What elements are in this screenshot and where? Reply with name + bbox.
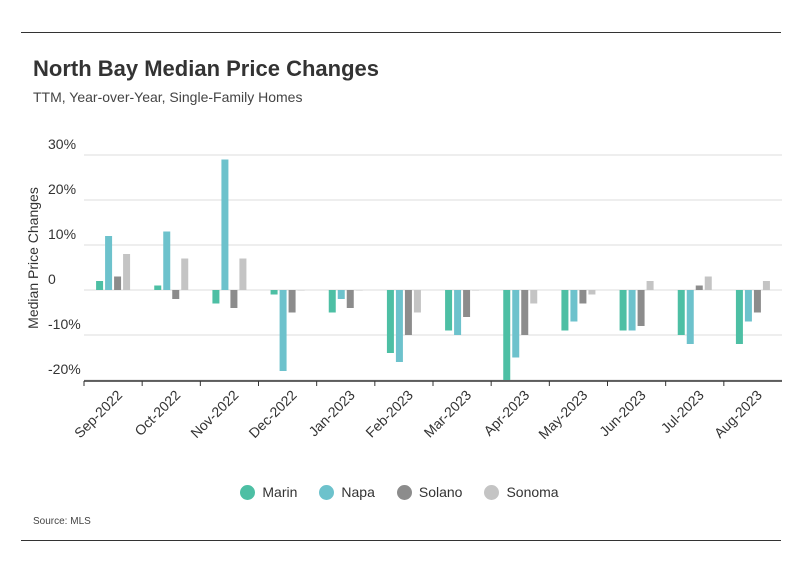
bar-sonoma-mar-2023 <box>472 290 480 291</box>
bar-solano-may-2023 <box>579 290 587 304</box>
bar-marin-may-2023 <box>561 290 569 331</box>
bar-solano-oct-2022 <box>172 290 180 299</box>
bar-marin-jun-2023 <box>619 290 627 331</box>
bar-sonoma-aug-2023 <box>762 281 770 290</box>
x-tick-label: Jun-2023 <box>596 387 649 440</box>
bar-sonoma-jun-2023 <box>646 281 654 290</box>
legend-label: Solano <box>418 484 463 500</box>
bar-solano-nov-2022 <box>230 290 238 308</box>
bar-napa-oct-2022 <box>163 231 171 290</box>
bar-napa-dec-2022 <box>279 290 287 371</box>
bar-sonoma-feb-2023 <box>413 290 421 313</box>
legend-item-napa: Napa <box>319 484 375 500</box>
bar-solano-jun-2023 <box>637 290 645 326</box>
bar-solano-sep-2022 <box>114 276 122 290</box>
x-tick-label: Feb-2023 <box>362 387 416 441</box>
bar-sonoma-apr-2023 <box>530 290 538 304</box>
x-tick-label: Mar-2023 <box>421 387 475 441</box>
bar-napa-jul-2023 <box>686 290 694 344</box>
bar-solano-jul-2023 <box>695 285 703 290</box>
legend-label: Marin <box>262 484 298 500</box>
chart-title: North Bay Median Price Changes <box>33 56 379 81</box>
bar-sonoma-nov-2022 <box>239 258 247 290</box>
bar-solano-aug-2023 <box>753 290 761 313</box>
legend-swatch <box>484 484 500 500</box>
y-tick-label: -10% <box>48 316 81 332</box>
bar-napa-sep-2022 <box>105 236 113 290</box>
bar-sonoma-dec-2022 <box>297 290 305 291</box>
legend-swatch <box>240 484 256 500</box>
legend: Marin Napa Solano Sonoma <box>0 484 799 500</box>
bar-napa-jan-2023 <box>337 290 345 299</box>
bar-marin-jul-2023 <box>677 290 685 335</box>
bottom-rule <box>21 540 781 541</box>
bar-marin-feb-2023 <box>386 290 394 353</box>
bar-napa-mar-2023 <box>454 290 462 335</box>
y-axis-label: Median Price Changes <box>25 187 41 329</box>
x-tick-label: Jul-2023 <box>658 387 707 436</box>
x-tick-label: Apr-2023 <box>480 387 532 439</box>
y-tick-label: 20% <box>48 181 76 197</box>
bar-napa-aug-2023 <box>744 290 752 322</box>
y-tick-label: 10% <box>48 226 76 242</box>
bar-marin-dec-2022 <box>270 290 278 295</box>
x-tick-label: Sep-2022 <box>71 387 125 441</box>
bar-marin-aug-2023 <box>735 290 743 344</box>
legend-label: Napa <box>341 484 375 500</box>
bar-marin-apr-2023 <box>503 290 511 380</box>
x-tick-label: May-2023 <box>535 387 590 442</box>
bar-sonoma-oct-2022 <box>181 258 189 290</box>
source-note: Source: MLS <box>33 516 91 527</box>
chart-subtitle: TTM, Year-over-Year, Single-Family Homes <box>33 89 303 105</box>
legend-item-solano: Solano <box>396 484 463 500</box>
bar-marin-mar-2023 <box>445 290 453 331</box>
bar-napa-jun-2023 <box>628 290 636 331</box>
bar-napa-may-2023 <box>570 290 578 322</box>
bar-solano-mar-2023 <box>463 290 471 317</box>
x-tick-label: Jan-2023 <box>305 387 358 440</box>
bar-napa-feb-2023 <box>395 290 403 362</box>
bar-sonoma-jan-2023 <box>355 290 363 291</box>
x-tick-label: Nov-2022 <box>187 387 241 441</box>
x-tick-labels: Sep-2022 Oct-2022 Nov-2022 Dec-2022 Jan-2023… <box>71 387 765 442</box>
bar-sonoma-jul-2023 <box>704 276 712 290</box>
bar-marin-oct-2022 <box>154 285 162 290</box>
bar-marin-nov-2022 <box>212 290 220 304</box>
legend-swatch <box>396 484 412 500</box>
x-axis <box>83 380 782 386</box>
y-tick-labels: -20% -10% 0 10% 20% 30% <box>48 136 81 377</box>
bar-marin-jan-2023 <box>328 290 336 313</box>
y-tick-label: 30% <box>48 136 76 152</box>
bar-solano-dec-2022 <box>288 290 296 313</box>
gridlines <box>84 154 782 381</box>
x-tick-label: Oct-2022 <box>131 387 183 439</box>
bar-solano-jan-2023 <box>346 290 354 308</box>
top-rule <box>21 32 781 33</box>
x-tick-label: Dec-2022 <box>245 387 299 441</box>
bars <box>96 159 770 380</box>
bar-solano-apr-2023 <box>521 290 529 335</box>
legend-item-marin: Marin <box>240 484 297 500</box>
bar-sonoma-may-2023 <box>588 290 596 295</box>
bar-marin-sep-2022 <box>96 281 104 290</box>
legend-label: Sonoma <box>506 484 559 500</box>
y-tick-label: -20% <box>48 361 81 377</box>
bar-solano-feb-2023 <box>404 290 412 335</box>
x-tick-label: Aug-2023 <box>711 387 765 441</box>
bar-napa-apr-2023 <box>512 290 520 358</box>
bar-sonoma-sep-2022 <box>123 254 131 290</box>
legend-item-sonoma: Sonoma <box>484 484 559 500</box>
y-tick-label: 0 <box>48 271 56 287</box>
legend-swatch <box>319 484 335 500</box>
bar-napa-nov-2022 <box>221 159 229 290</box>
